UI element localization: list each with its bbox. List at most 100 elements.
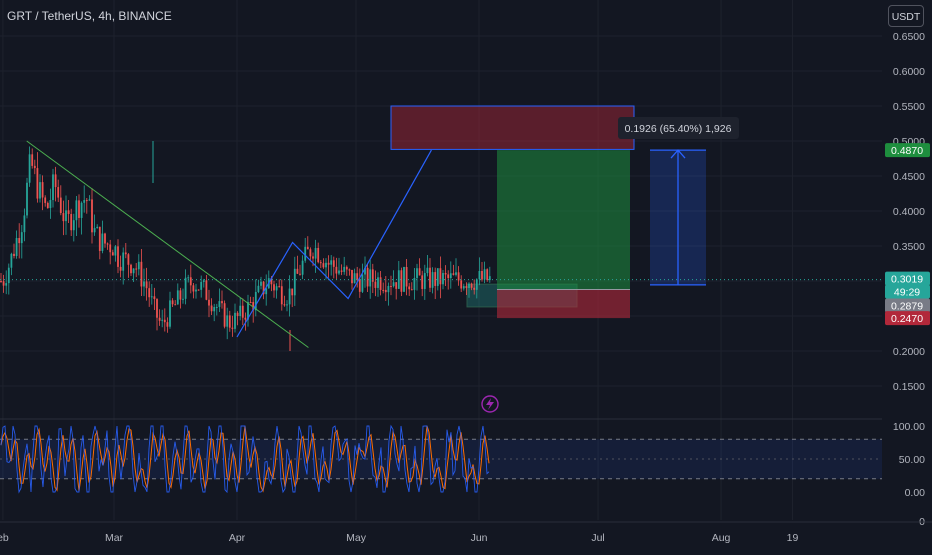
candle-body	[174, 304, 177, 306]
candle-body	[442, 273, 444, 285]
candle-body	[410, 289, 413, 291]
candle-body	[335, 266, 338, 274]
candle-body	[197, 289, 200, 291]
measure-label-bg	[618, 117, 739, 139]
candle-body	[234, 312, 236, 329]
candle-body	[195, 289, 197, 292]
candle-body	[366, 267, 369, 287]
symbol-title[interactable]: GRT / TetherUS, 4h, BINANCE	[7, 9, 172, 23]
candle-body	[460, 280, 463, 289]
candle-body	[124, 252, 127, 255]
candle-body	[96, 226, 99, 229]
candle-body	[36, 168, 39, 199]
candle-body	[52, 174, 54, 201]
candle-body	[145, 281, 148, 289]
candle-body	[182, 298, 184, 300]
candle-body	[2, 281, 5, 286]
candle-body	[104, 233, 106, 244]
candle-body	[153, 296, 156, 300]
candle-body	[241, 305, 244, 318]
y-tick-label: 0.5500	[893, 101, 925, 113]
candle-body	[301, 260, 304, 275]
candle-body	[283, 304, 286, 306]
candle-body	[189, 277, 192, 286]
x-tick-label: 19	[787, 532, 799, 544]
candle-body	[226, 315, 229, 327]
candle-body	[413, 277, 416, 290]
candle-body	[395, 282, 398, 289]
candle-body	[122, 252, 125, 271]
profit-zone	[497, 150, 630, 290]
candle-body	[332, 260, 335, 267]
candle-body	[280, 286, 283, 305]
candle-body	[117, 246, 119, 267]
candle-body	[49, 200, 52, 209]
candle-body	[309, 249, 312, 257]
candle-body	[111, 252, 114, 256]
candle-body	[455, 272, 457, 275]
candle-body	[265, 288, 268, 295]
candle-body	[156, 299, 158, 318]
candle-body	[449, 273, 452, 279]
supply-zone	[390, 105, 635, 150]
candle-body	[127, 254, 130, 265]
candle-body	[486, 269, 489, 281]
candle-body	[304, 246, 307, 261]
candle-body	[215, 306, 218, 308]
y-tick-label: 0.2000	[893, 346, 925, 358]
candle-body	[83, 200, 86, 203]
candle-body	[382, 289, 385, 291]
candle-body	[249, 301, 252, 303]
candle-body	[314, 247, 317, 259]
candle-body	[473, 287, 476, 290]
candle-body	[260, 281, 262, 286]
price-label-countdown	[885, 284, 930, 299]
candle-body	[340, 270, 343, 272]
candle-body	[239, 305, 242, 317]
candle-body	[296, 268, 299, 274]
candle-body	[416, 268, 418, 278]
candle-body	[257, 285, 260, 292]
y-tick-label: 0.1500	[893, 381, 925, 393]
candle-body	[65, 210, 67, 222]
currency-button[interactable]: USDT	[888, 5, 924, 27]
candle-body	[130, 264, 132, 274]
candle-body	[488, 276, 491, 281]
candle-body	[62, 213, 65, 222]
candle-body	[390, 285, 392, 287]
measure-label: 0.1926 (65.40%) 1,926	[625, 123, 732, 135]
candle-body	[358, 279, 361, 292]
osc-tick-label: 100.00	[893, 421, 925, 433]
price-label-text: 0.2470	[891, 313, 923, 325]
candle-body	[218, 301, 221, 307]
candle-body	[252, 302, 255, 311]
candle-body	[91, 199, 93, 233]
candle-body	[67, 210, 70, 215]
x-tick-label: Aug	[712, 532, 731, 544]
candle-body	[166, 322, 169, 327]
candle-body	[0, 281, 2, 282]
candle-body	[434, 272, 437, 286]
candle-body	[171, 300, 174, 305]
x-tick-label: Mar	[105, 532, 124, 544]
candle-body	[31, 154, 34, 166]
candle-body	[13, 253, 15, 256]
candle-body	[348, 269, 351, 271]
candle-body	[400, 270, 403, 292]
candle-body	[202, 280, 205, 282]
candle-body	[470, 283, 473, 288]
candle-body	[72, 220, 75, 231]
candle-body	[436, 268, 439, 286]
price-label-target	[885, 143, 930, 158]
candle-body	[317, 247, 320, 263]
candle-body	[306, 246, 309, 250]
candle-body	[88, 199, 91, 201]
x-tick-label: May	[346, 532, 367, 544]
candle-body	[312, 256, 314, 259]
candle-body	[192, 285, 195, 292]
candle-body	[46, 202, 49, 209]
candle-body	[223, 303, 226, 327]
candle-body	[44, 197, 47, 203]
